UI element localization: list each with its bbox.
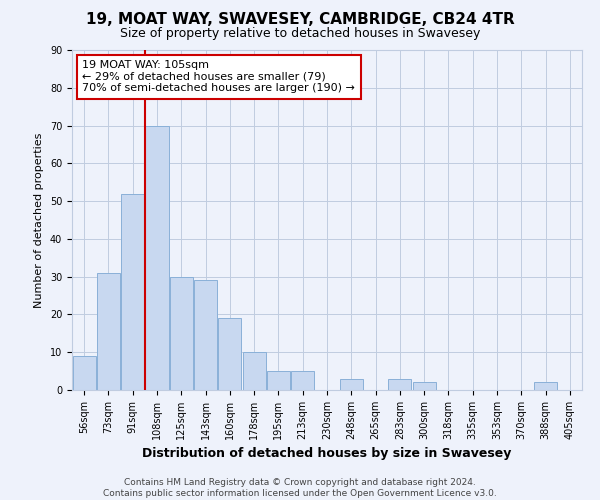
Bar: [534, 382, 557, 390]
Bar: [413, 382, 436, 390]
Bar: [218, 318, 241, 390]
Bar: [242, 352, 266, 390]
Bar: [291, 371, 314, 390]
Bar: [97, 273, 120, 390]
X-axis label: Distribution of detached houses by size in Swavesey: Distribution of detached houses by size …: [142, 448, 512, 460]
Bar: [340, 378, 363, 390]
Bar: [388, 378, 412, 390]
Bar: [194, 280, 217, 390]
Bar: [170, 276, 193, 390]
Y-axis label: Number of detached properties: Number of detached properties: [34, 132, 44, 308]
Bar: [73, 356, 95, 390]
Bar: [121, 194, 144, 390]
Text: 19 MOAT WAY: 105sqm
← 29% of detached houses are smaller (79)
70% of semi-detach: 19 MOAT WAY: 105sqm ← 29% of detached ho…: [82, 60, 355, 94]
Bar: [145, 126, 169, 390]
Bar: [267, 371, 290, 390]
Text: Contains HM Land Registry data © Crown copyright and database right 2024.
Contai: Contains HM Land Registry data © Crown c…: [103, 478, 497, 498]
Text: Size of property relative to detached houses in Swavesey: Size of property relative to detached ho…: [120, 28, 480, 40]
Text: 19, MOAT WAY, SWAVESEY, CAMBRIDGE, CB24 4TR: 19, MOAT WAY, SWAVESEY, CAMBRIDGE, CB24 …: [86, 12, 514, 28]
